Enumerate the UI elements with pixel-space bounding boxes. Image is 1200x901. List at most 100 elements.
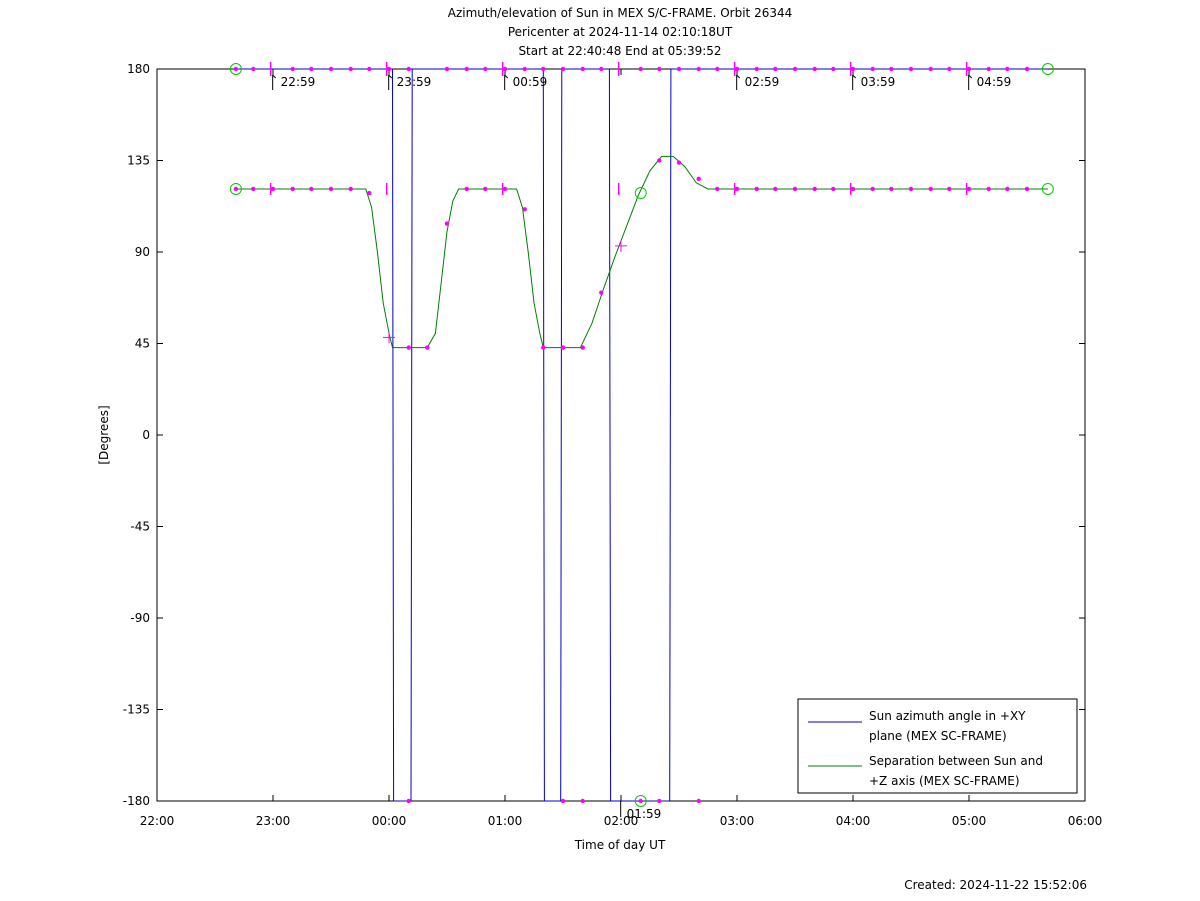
x-tick-label: 22:00 [140, 814, 175, 828]
marker-dot-bottom [560, 798, 566, 804]
axes [156, 68, 1086, 802]
marker-dot-top [1005, 66, 1010, 72]
marker-dot-top [464, 66, 469, 72]
marker-dot-top [889, 66, 894, 72]
marker-dot-top [657, 66, 662, 72]
marker-dot-top [290, 66, 295, 72]
marker-dot-curve [1005, 186, 1010, 192]
marker-dot-curve [1024, 186, 1030, 192]
time-annotations: 22:59 23:59 00:59 01:59 02:59 03:59 04:59 [272, 74, 1012, 821]
marker-dot-curve [406, 345, 411, 350]
marker-dot-top [734, 66, 740, 72]
marker-dot-top [560, 66, 566, 72]
legend-label-azimuth-line1: Sun azimuth angle in +XY [869, 709, 1026, 723]
y-tick-label: 90 [135, 245, 150, 259]
x-axis-label: Time of day UT [574, 838, 666, 852]
x-tick-label: 03:00 [720, 814, 755, 828]
y-tick-label: 45 [135, 337, 150, 351]
marker-dot-top [870, 66, 875, 72]
time-annotation-label: 03:59 [861, 75, 896, 89]
marker-dot-top [367, 66, 372, 72]
y-tick-label: 0 [142, 428, 150, 442]
marker-dot-curve [850, 186, 856, 192]
marker-dot-curve [812, 186, 817, 192]
legend-label-separation-line2: +Z axis (MEX SC-FRAME) [869, 774, 1020, 788]
marker-dot-curve [560, 345, 566, 350]
marker-dot-curve [425, 345, 430, 350]
series-line-separation [235, 155, 1048, 349]
time-annotation-label: 04:59 [977, 75, 1012, 89]
x-tick-label: 02:00 [604, 814, 639, 828]
time-annotation-arrow [736, 74, 741, 79]
marker-dot-curve [870, 186, 875, 192]
marker-dot-top [251, 66, 256, 72]
marker-dot-curve [483, 186, 488, 192]
marker-dot-top [696, 66, 701, 72]
chart-subtitle-2: Start at 22:40:48 End at 05:39:52 [518, 44, 721, 58]
marker-dot-curve [444, 221, 450, 226]
marker-dot-top [986, 66, 991, 72]
marker-dot-curve [734, 186, 740, 192]
marker-dot-top [812, 66, 817, 72]
marker-dot-curve [676, 160, 682, 165]
event-circle-marker [634, 187, 647, 200]
marker-dot-top [233, 66, 239, 72]
y-tick-label: -45 [130, 520, 150, 534]
time-annotation-label: 02:59 [745, 75, 780, 89]
marker-dot-curve [831, 186, 836, 192]
time-annotation-arrow [272, 74, 277, 79]
marker-dot-top [773, 66, 778, 72]
marker-dot-top [541, 66, 546, 72]
x-tick-label: 05:00 [952, 814, 987, 828]
marker-dot-curve [251, 186, 256, 192]
marker-dot-top [638, 66, 643, 72]
x-tick-label: 01:00 [488, 814, 523, 828]
marker-dot-bottom [696, 798, 701, 804]
marker-dot-curve [290, 186, 295, 192]
marker-dot-top [908, 66, 914, 72]
markers-group [229, 62, 1054, 807]
legend-label-separation-line1: Separation between Sun and [869, 754, 1043, 768]
marker-dot-curve [754, 186, 759, 192]
marker-dot-top [966, 66, 972, 72]
marker-dot-top [406, 66, 411, 72]
time-annotation-label: 00:59 [513, 75, 548, 89]
event-circle-marker [229, 63, 242, 75]
marker-dot-curve [309, 186, 314, 192]
time-annotation-arrow [388, 74, 393, 79]
marker-dot-curve [233, 186, 239, 192]
marker-dot-top [831, 66, 836, 72]
marker-dot-curve [928, 186, 933, 192]
marker-dot-curve [522, 207, 527, 212]
time-annotation-arrow [968, 74, 973, 79]
marker-dot-curve [580, 345, 585, 350]
marker-dot-curve [715, 186, 720, 192]
marker-dot-top [754, 66, 759, 72]
marker-dot-curve [328, 186, 334, 192]
marker-dot-top [599, 66, 604, 72]
marker-dot-top [792, 66, 798, 72]
legend-box [797, 698, 1078, 794]
marker-dot-top [676, 66, 682, 72]
marker-dot-top [522, 66, 527, 72]
marker-dot-bottom [406, 798, 411, 804]
marker-dot-curve [966, 186, 972, 192]
legend: Sun azimuth angle in +XY plane (MEX SC-F… [797, 698, 1078, 794]
chart-title: Azimuth/elevation of Sun in MEX S/C-FRAM… [448, 6, 793, 20]
marker-dot-curve [889, 186, 894, 192]
marker-dot-curve [986, 186, 991, 192]
event-circle-marker [1041, 63, 1054, 75]
event-circle-marker [1041, 182, 1054, 195]
marker-dot-top [328, 66, 334, 72]
marker-dot-curve [464, 186, 469, 192]
marker-dot-top [1024, 66, 1030, 72]
marker-dot-bottom [580, 798, 585, 804]
chart-subtitle-1: Pericenter at 2024-11-14 02:10:18UT [508, 25, 733, 39]
y-axis-label: [Degrees] [97, 405, 111, 464]
legend-label-azimuth-line2: plane (MEX SC-FRAME) [869, 729, 1007, 743]
marker-dot-bottom [657, 798, 662, 804]
marker-dot-top [444, 66, 450, 72]
marker-dot-top [850, 66, 856, 72]
marker-dot-curve [599, 290, 604, 295]
